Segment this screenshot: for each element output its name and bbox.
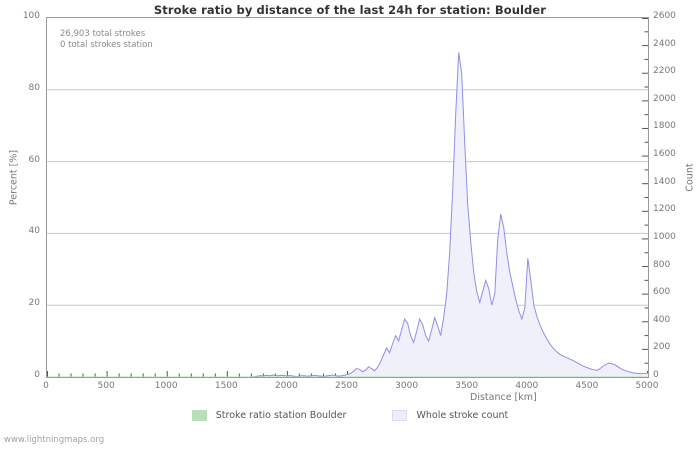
whole-stroke-count-area xyxy=(47,52,648,377)
total-strokes-text: 26,903 total strokes xyxy=(60,29,146,39)
y2-tick-label: 2000 xyxy=(653,93,676,104)
y2-tick-label: 1600 xyxy=(653,149,676,160)
total-strokes-station-text: 0 total strokes station xyxy=(60,40,153,50)
y2-tick-label: 600 xyxy=(653,287,671,298)
legend-label-whole-stroke-count: Whole stroke count xyxy=(416,410,509,421)
y2-axis-ticks xyxy=(642,18,648,377)
x-tick-label: 3500 xyxy=(455,381,479,391)
x-tick-label: 4500 xyxy=(575,381,599,391)
legend-swatch-whole-stroke-count xyxy=(392,410,408,421)
plot-area xyxy=(46,17,649,378)
y2-tick-label: 1000 xyxy=(653,231,676,242)
y2-tick-label: 2200 xyxy=(653,66,676,77)
x-tick-label: 2000 xyxy=(274,381,298,391)
x-tick-label: 2500 xyxy=(335,381,358,391)
x-tick-label: 1500 xyxy=(214,381,238,391)
chart-title: Stroke ratio by distance of the last 24h… xyxy=(153,3,547,17)
y-tick-label: 40 xyxy=(28,226,40,237)
y2-tick-label: 2400 xyxy=(653,38,676,49)
legend-label-stroke-ratio: Stroke ratio station Boulder xyxy=(215,410,347,421)
legend-entry-stroke-ratio: Stroke ratio station Boulder xyxy=(191,410,347,421)
chart-legend: Stroke ratio station Boulder Whole strok… xyxy=(0,410,700,421)
plot-canvas xyxy=(47,18,648,377)
x-tick-label: 3000 xyxy=(395,381,419,391)
y2-tick-label: 400 xyxy=(653,314,671,325)
legend-swatch-stroke-ratio xyxy=(191,410,207,421)
x-tick-label: 5000 xyxy=(635,381,659,391)
whole-stroke-count-line xyxy=(47,52,648,377)
x-tick-label: 4000 xyxy=(515,381,539,391)
legend-entry-whole-stroke-count: Whole stroke count xyxy=(392,410,508,421)
y-tick-label: 100 xyxy=(22,11,40,21)
y2-tick-label: 1800 xyxy=(653,121,676,132)
y2-tick-label: 1400 xyxy=(653,176,676,187)
y2-tick-label: 1200 xyxy=(653,204,676,215)
x-tick-label: 1000 xyxy=(154,381,178,391)
y-tick-label: 0 xyxy=(34,370,40,380)
y2-tick-label: 2600 xyxy=(653,11,676,21)
y-axis-label: Percent [%] xyxy=(8,149,20,206)
x-tick-label: 500 xyxy=(97,381,115,391)
y2-tick-label: 800 xyxy=(653,259,671,270)
totals-annotation: 26,903 total strokes 0 total strokes sta… xyxy=(60,29,153,51)
y-tick-label: 80 xyxy=(28,82,40,93)
y-tick-label: 60 xyxy=(28,154,40,165)
x-axis-label: Distance [km] xyxy=(470,392,537,403)
gridlines xyxy=(47,89,648,306)
x-tick-label: 0 xyxy=(43,381,49,391)
site-attribution: www.lightningmaps.org xyxy=(4,435,105,445)
y2-tick-label: 0 xyxy=(653,370,659,380)
y2-tick-label: 200 xyxy=(653,342,671,353)
y-tick-label: 20 xyxy=(28,298,40,309)
